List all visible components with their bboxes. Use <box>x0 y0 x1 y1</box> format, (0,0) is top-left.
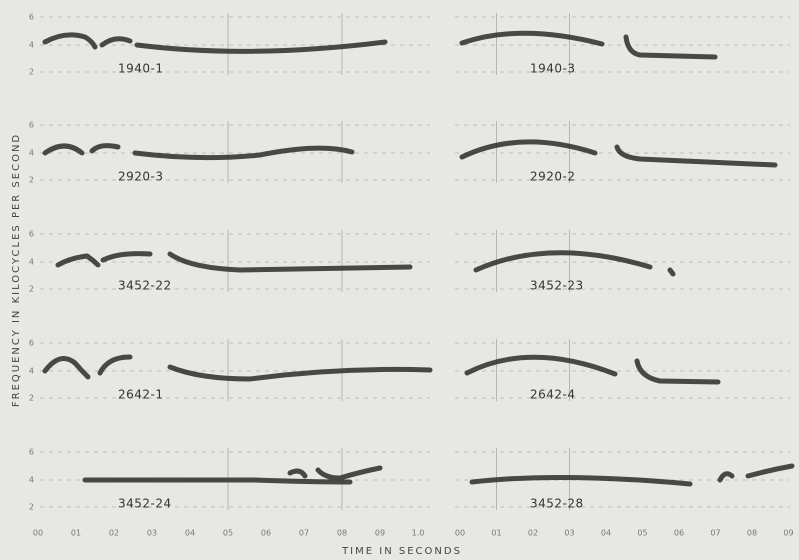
panel-label: 3452-22 <box>118 279 172 293</box>
panel-label: 1940-1 <box>118 62 164 76</box>
x-tick-label: 02 <box>528 529 538 538</box>
y-tick-label: 2 <box>29 68 34 77</box>
x-tick-label: 08 <box>747 529 757 538</box>
x-tick-label: 04 <box>601 529 611 538</box>
x-tick-label: 02 <box>109 529 119 538</box>
y-tick-label: 4 <box>29 258 34 267</box>
y-tick-label: 2 <box>29 176 34 185</box>
x-tick-label: 06 <box>261 529 271 538</box>
figure: FREQUENCY IN KILOCYCLES PER SECOND TIME … <box>0 0 799 560</box>
y-tick-label: 4 <box>29 367 34 376</box>
x-tick-label: 09 <box>375 529 385 538</box>
panel-label: 2642-1 <box>118 388 164 402</box>
x-axis-label: TIME IN SECONDS <box>341 546 462 557</box>
y-axis-label: FREQUENCY IN KILOCYCLES PER SECOND <box>11 133 22 407</box>
x-tick-label: 01 <box>71 529 81 538</box>
panel-label: 1940-3 <box>530 62 576 76</box>
panel-label: 3452-28 <box>530 497 584 511</box>
y-tick-label: 2 <box>29 503 34 512</box>
y-tick-label: 2 <box>29 394 34 403</box>
x-tick-label: 05 <box>637 529 647 538</box>
panel-label: 2920-3 <box>118 170 164 184</box>
x-tick-label: 00 <box>455 529 465 538</box>
panel-label: 2920-2 <box>530 170 576 184</box>
x-tick-label: 07 <box>710 529 720 538</box>
y-tick-label: 4 <box>29 41 34 50</box>
x-tick-label: 08 <box>337 529 347 538</box>
y-tick-label: 2 <box>29 285 34 294</box>
y-tick-label: 4 <box>29 476 34 485</box>
x-tick-label: 03 <box>147 529 157 538</box>
x-tick-label: 09 <box>783 529 793 538</box>
panel-label: 2642-4 <box>530 388 576 402</box>
y-tick-label: 6 <box>29 121 34 130</box>
y-tick-label: 6 <box>29 13 34 22</box>
x-tick-label: 03 <box>564 529 574 538</box>
y-tick-label: 6 <box>29 230 34 239</box>
x-tick-label: 07 <box>299 529 309 538</box>
x-tick-label: 06 <box>674 529 684 538</box>
x-tick-label: 05 <box>223 529 233 538</box>
x-tick-label: 00 <box>33 529 43 538</box>
x-tick-label: 1.0 <box>412 529 425 538</box>
x-tick-label: 04 <box>185 529 195 538</box>
panel-label: 3452-23 <box>530 279 584 293</box>
x-tick-label: 01 <box>491 529 501 538</box>
y-tick-label: 6 <box>29 448 34 457</box>
y-tick-label: 6 <box>29 339 34 348</box>
y-tick-label: 4 <box>29 149 34 158</box>
panel-label: 3452-24 <box>118 497 172 511</box>
